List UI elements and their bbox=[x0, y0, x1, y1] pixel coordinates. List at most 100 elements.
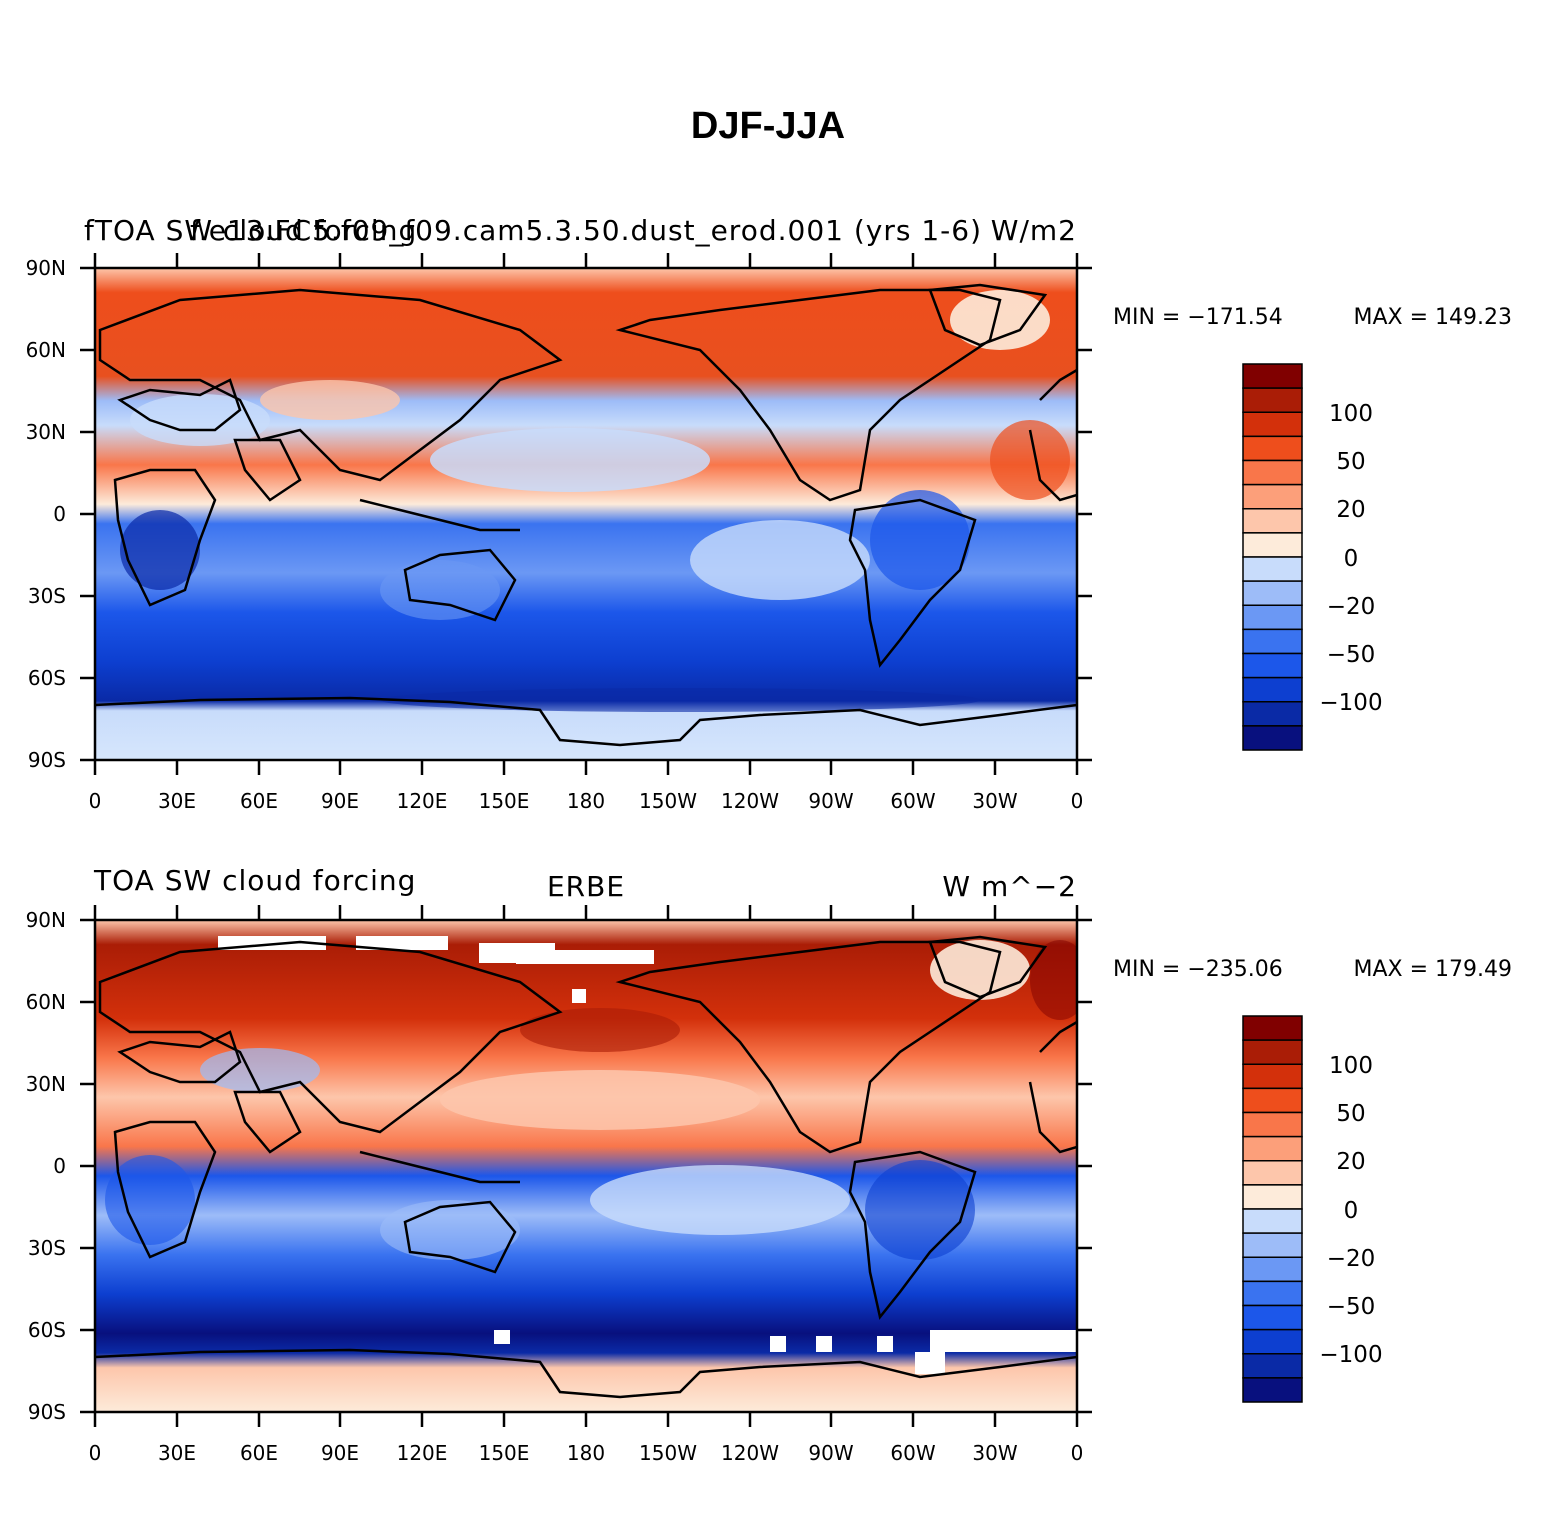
lon-labels-1: 0 30E 60E 90E 120E 150E 180 150W 120W 90… bbox=[89, 789, 1084, 813]
lon-label: 0 bbox=[1071, 789, 1084, 813]
colorbar-labels-1: 100 50 20 0 −20 −50 −100 bbox=[1319, 401, 1382, 716]
lat-label: 0 bbox=[53, 502, 66, 526]
colorbar-swatch bbox=[1242, 387, 1303, 414]
colorbar-swatch bbox=[1242, 1087, 1303, 1114]
lon-label: 30W bbox=[972, 789, 1017, 813]
lon-label: 90E bbox=[321, 789, 359, 813]
lon-label: 150W bbox=[639, 789, 697, 813]
lon-label: 120E bbox=[397, 1441, 448, 1465]
lat-label: 30N bbox=[26, 420, 66, 444]
colorbar-swatch bbox=[1242, 1328, 1303, 1355]
colorbar-swatch bbox=[1242, 1039, 1303, 1066]
lon-label: 60E bbox=[240, 789, 278, 813]
lon-label: 150E bbox=[479, 789, 530, 813]
panel-2-right-title: W m^−2 bbox=[942, 870, 1077, 903]
colorbar-swatch bbox=[1242, 580, 1303, 607]
colorbar-swatch bbox=[1242, 725, 1303, 751]
panel-1-right-title: W/m2 bbox=[991, 214, 1077, 247]
colorbar-swatch bbox=[1242, 1015, 1303, 1041]
colorbar-swatch bbox=[1242, 604, 1303, 631]
colorbar-swatch bbox=[1242, 676, 1303, 703]
colorbar-label: 20 bbox=[1336, 497, 1365, 523]
coastlines-1 bbox=[95, 283, 1077, 747]
panel-2-center-title: ERBE bbox=[547, 870, 625, 903]
colorbar-swatch bbox=[1242, 459, 1303, 486]
colorbar-label: 50 bbox=[1336, 449, 1365, 475]
lat-label: 60S bbox=[28, 666, 66, 690]
max-label-2: MAX = 179.49 bbox=[1353, 957, 1512, 982]
lat-label: 60N bbox=[26, 338, 66, 362]
lat-label: 60S bbox=[28, 1318, 66, 1342]
colorbar-swatch bbox=[1242, 652, 1303, 679]
colorbar-label: −100 bbox=[1319, 690, 1382, 716]
colorbar-swatch bbox=[1242, 435, 1303, 462]
lon-label: 90W bbox=[808, 789, 853, 813]
lon-label: 90W bbox=[808, 1441, 853, 1465]
colorbar-swatch bbox=[1242, 1256, 1303, 1283]
colorbar-swatch bbox=[1242, 1111, 1303, 1138]
colorbar-swatch bbox=[1242, 1232, 1303, 1259]
colorbar-label: −20 bbox=[1327, 1246, 1376, 1272]
panel-1-left-title: fTOA SW cloud forcing bbox=[84, 214, 417, 247]
lon-label: 120W bbox=[721, 789, 779, 813]
lat-label: 30S bbox=[28, 1236, 66, 1260]
colorbar-swatch bbox=[1242, 1184, 1303, 1210]
colorbar-swatch bbox=[1242, 1063, 1303, 1090]
lon-label: 30E bbox=[158, 789, 196, 813]
colorbar-label: 100 bbox=[1329, 401, 1373, 427]
colorbar-swatch bbox=[1242, 556, 1303, 582]
panel-obs: TOA SW cloud forcing ERBE W m^−2 bbox=[26, 864, 1512, 1465]
lon-label: 180 bbox=[567, 1441, 605, 1465]
colorbar-2 bbox=[1242, 1015, 1303, 1403]
min-label-2: MIN = −235.06 bbox=[1113, 957, 1283, 982]
lat-label: 0 bbox=[53, 1154, 66, 1178]
colorbar-swatch bbox=[1242, 1377, 1303, 1403]
lon-label: 150E bbox=[479, 1441, 530, 1465]
lat-label: 90S bbox=[28, 1400, 66, 1424]
colorbar-swatch bbox=[1242, 1208, 1303, 1234]
map-field-1 bbox=[95, 268, 1077, 760]
colorbar-swatch bbox=[1242, 532, 1303, 558]
max-label-1: MAX = 149.23 bbox=[1353, 305, 1512, 330]
colorbar-label: 0 bbox=[1344, 1198, 1359, 1224]
coastlines-2 bbox=[95, 935, 1077, 1399]
lon-label: 150W bbox=[639, 1441, 697, 1465]
lat-label: 30S bbox=[28, 584, 66, 608]
lon-label: 0 bbox=[89, 1441, 102, 1465]
colorbar-label: −20 bbox=[1327, 594, 1376, 620]
lon-label: 60W bbox=[890, 789, 935, 813]
colorbar-label: 0 bbox=[1344, 546, 1359, 572]
lat-labels-2: 90N 60N 30N 0 30S 60S 90S bbox=[26, 908, 66, 1424]
colorbar-labels-2: 100 50 20 0 −20 −50 −100 bbox=[1319, 1053, 1382, 1368]
colorbar-swatch bbox=[1242, 628, 1303, 655]
lon-label: 90E bbox=[321, 1441, 359, 1465]
min-label-1: MIN = −171.54 bbox=[1113, 305, 1283, 330]
colorbar-label: 100 bbox=[1329, 1053, 1373, 1079]
lon-label: 0 bbox=[89, 789, 102, 813]
ticks-2 bbox=[80, 905, 1092, 1427]
colorbar-swatch bbox=[1242, 508, 1303, 534]
panel-model: fTOA SW cloud forcing f.e13.FC5.f09_f09.… bbox=[26, 214, 1512, 813]
colorbar-label: −50 bbox=[1327, 642, 1376, 668]
colorbar-1 bbox=[1242, 363, 1303, 751]
lon-label: 30W bbox=[972, 1441, 1017, 1465]
colorbar-swatch bbox=[1242, 1160, 1303, 1186]
lat-labels-1: 90N 60N 30N 0 30S 60S 90S bbox=[26, 256, 66, 772]
lon-label: 120E bbox=[397, 789, 448, 813]
colorbar-swatch bbox=[1242, 363, 1303, 389]
colorbar-swatch bbox=[1242, 701, 1303, 727]
colorbar-label: 20 bbox=[1336, 1149, 1365, 1175]
lat-label: 90N bbox=[26, 256, 66, 280]
lat-label: 30N bbox=[26, 1072, 66, 1096]
colorbar-swatch bbox=[1242, 483, 1303, 510]
panel-1-overlay-title: f.e13.FC5.f09_f09.cam5.3.50.dust_erod.00… bbox=[190, 214, 982, 247]
lat-label: 60N bbox=[26, 990, 66, 1014]
colorbar-swatch bbox=[1242, 1280, 1303, 1307]
colorbar-swatch bbox=[1242, 1135, 1303, 1162]
colorbar-swatch bbox=[1242, 1353, 1303, 1379]
map-field-2 bbox=[95, 920, 1077, 1412]
colorbar-swatch bbox=[1242, 1304, 1303, 1331]
colorbar-label: 50 bbox=[1336, 1101, 1365, 1127]
lon-label: 60W bbox=[890, 1441, 935, 1465]
